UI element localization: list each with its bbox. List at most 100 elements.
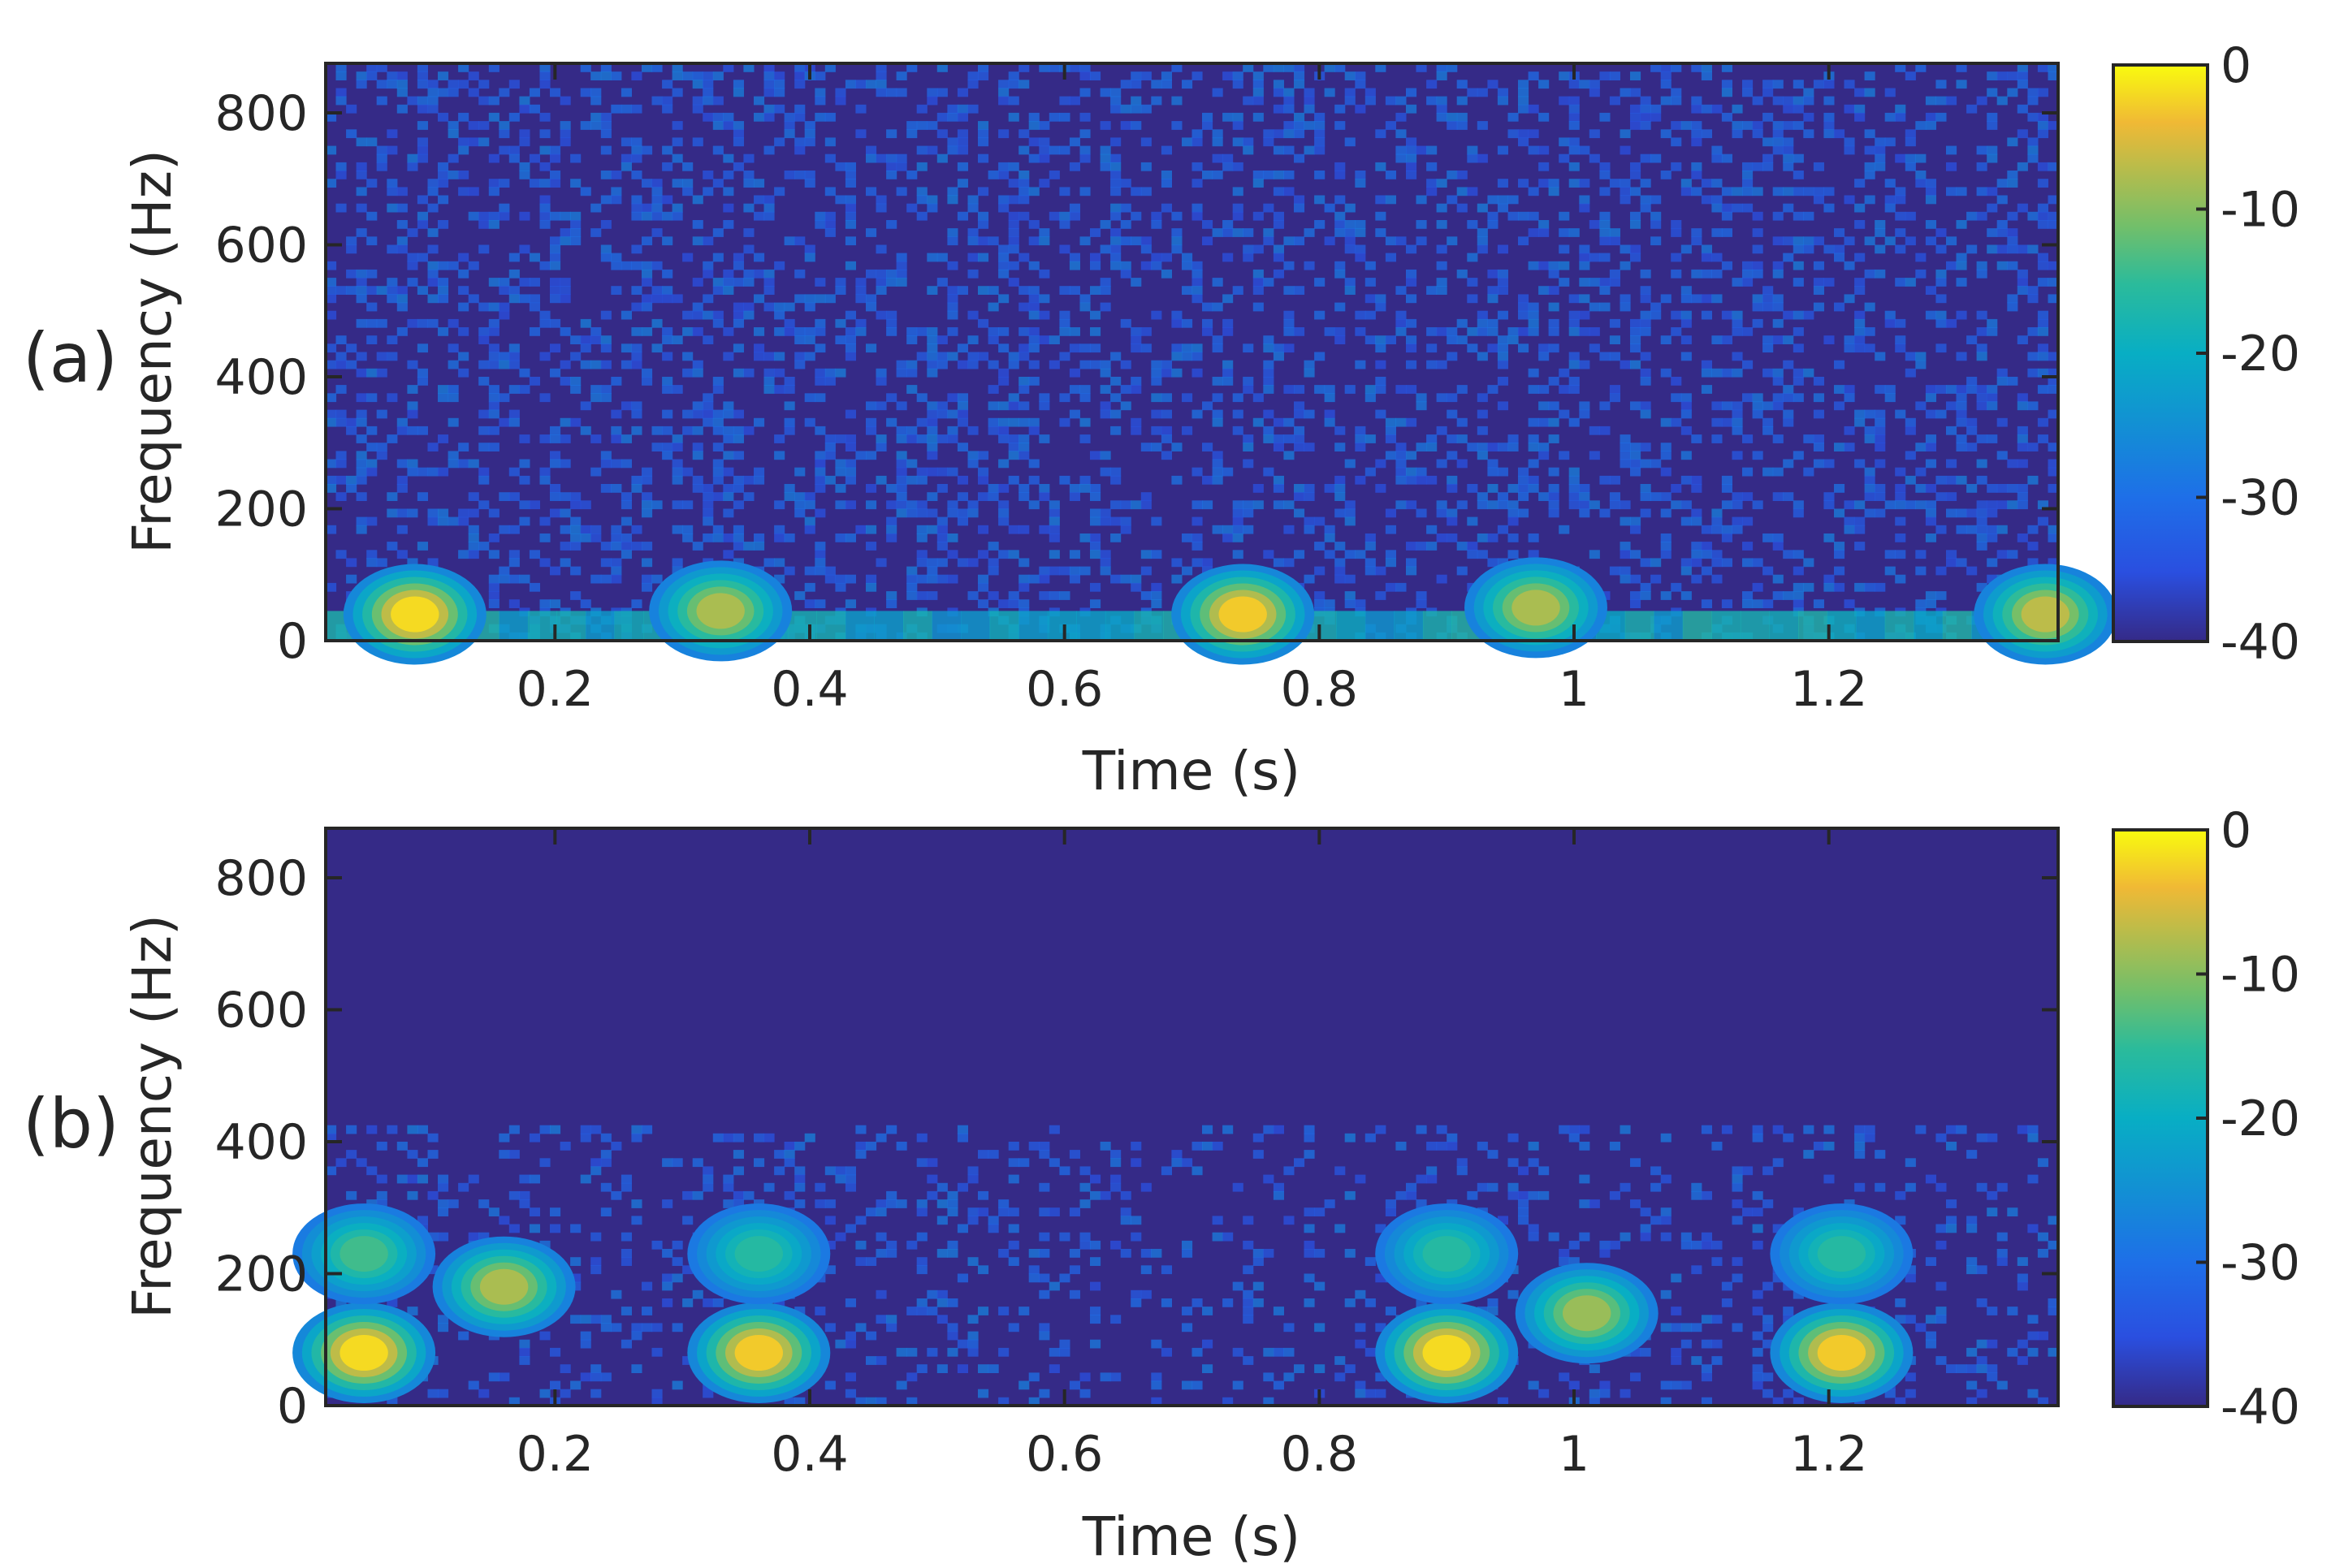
noise-cell xyxy=(1436,425,1447,435)
noise-cell xyxy=(1131,236,1142,246)
noise-cell xyxy=(1079,434,1091,443)
noise-cell xyxy=(692,302,703,312)
baseline-cell xyxy=(1769,611,1799,641)
noise-cell xyxy=(1650,153,1662,163)
noise-cell xyxy=(1987,1372,1998,1382)
noise-cell xyxy=(366,393,378,403)
noise-cell xyxy=(1467,327,1478,336)
noise-cell xyxy=(1416,145,1427,155)
noise-cell xyxy=(529,253,540,262)
noise-cell xyxy=(458,302,469,312)
noise-cell xyxy=(1650,112,1662,122)
noise-cell xyxy=(2007,1347,2018,1357)
noise-cell xyxy=(642,63,653,72)
noise-cell xyxy=(1406,162,1417,171)
noise-cell xyxy=(1263,368,1274,378)
noise-cell xyxy=(600,574,612,584)
noise-cell xyxy=(417,1174,428,1184)
noise-cell xyxy=(1110,1240,1122,1250)
noise-cell xyxy=(1568,467,1580,477)
noise-cell xyxy=(1701,1364,1712,1373)
noise-cell xyxy=(835,574,846,584)
noise-cell xyxy=(1793,96,1804,106)
noise-cell xyxy=(580,1331,591,1341)
noise-cell xyxy=(927,434,938,443)
baseline-cell xyxy=(556,611,586,641)
noise-cell xyxy=(1966,1150,1978,1159)
noise-cell xyxy=(366,236,378,246)
noise-cell xyxy=(1976,1182,1987,1192)
noise-cell xyxy=(998,434,1010,443)
noise-cell xyxy=(1864,236,1875,246)
noise-cell xyxy=(1640,459,1651,469)
noise-cell xyxy=(1875,434,1886,443)
noise-cell xyxy=(1568,1133,1580,1143)
colorbar-a: 0-10-20-30-40 xyxy=(2112,37,2300,671)
noise-cell xyxy=(458,112,469,122)
noise-cell xyxy=(1579,401,1590,411)
noise-cell xyxy=(1875,220,1886,229)
noise-cell xyxy=(1182,261,1193,270)
noise-cell xyxy=(356,187,367,197)
noise-cell xyxy=(1579,500,1590,510)
noise-cell xyxy=(692,368,703,378)
noise-cell xyxy=(672,467,683,477)
noise-cell xyxy=(1854,1150,1866,1159)
noise-cell xyxy=(1028,327,1040,336)
noise-cell xyxy=(855,525,867,534)
noise-cell xyxy=(2037,1397,2048,1406)
noise-cell xyxy=(1069,203,1080,213)
noise-cell xyxy=(600,1158,612,1168)
noise-cell xyxy=(1518,327,1529,336)
noise-cell xyxy=(876,1133,887,1143)
noise-cell xyxy=(1120,385,1131,394)
noise-cell xyxy=(1976,542,1987,551)
noise-cell xyxy=(1263,467,1274,477)
noise-cell xyxy=(1212,129,1223,139)
noise-cell xyxy=(978,525,989,534)
noise-cell xyxy=(1905,1158,1916,1168)
noise-cell xyxy=(936,467,948,477)
noise-cell xyxy=(1018,417,1030,427)
noise-cell xyxy=(1976,310,1987,320)
noise-cell xyxy=(1212,451,1223,460)
noise-cell xyxy=(1314,121,1326,130)
noise-cell xyxy=(1671,393,1682,403)
noise-cell xyxy=(1131,425,1142,435)
noise-cell xyxy=(508,550,520,559)
noise-cell xyxy=(519,1347,530,1357)
noise-cell xyxy=(784,492,795,501)
noise-cell xyxy=(1436,112,1447,122)
noise-cell xyxy=(1059,145,1070,155)
noise-cell xyxy=(499,203,510,213)
noise-cell xyxy=(1935,269,1947,279)
noise-cell xyxy=(2048,1216,2059,1225)
noise-cell xyxy=(600,195,612,205)
noise-cell xyxy=(824,475,836,485)
noise-cell xyxy=(774,104,785,114)
noise-cell xyxy=(936,1199,948,1208)
noise-cell xyxy=(763,1182,775,1192)
noise-cell xyxy=(1589,550,1600,559)
noise-cell xyxy=(1599,278,1611,287)
noise-cell xyxy=(1151,1249,1162,1258)
panel-label-b: (b) xyxy=(23,1084,119,1164)
noise-cell xyxy=(448,385,459,394)
hot-spot-layer xyxy=(1817,1335,1866,1371)
noise-cell xyxy=(896,1380,907,1390)
noise-cell xyxy=(529,1133,540,1143)
noise-cell xyxy=(723,1199,734,1208)
noise-cell xyxy=(723,1174,734,1184)
noise-cell xyxy=(824,220,836,229)
noise-cell xyxy=(723,269,734,279)
noise-cell xyxy=(1752,1331,1763,1341)
noise-cell xyxy=(712,179,724,188)
noise-cell xyxy=(1813,261,1824,270)
noise-cell xyxy=(1589,1364,1600,1373)
noise-cell xyxy=(815,1199,826,1208)
noise-cell xyxy=(947,500,958,510)
noise-cell xyxy=(1823,459,1835,469)
noise-cell xyxy=(815,71,826,80)
noise-cell xyxy=(396,484,408,493)
noise-cell xyxy=(1660,451,1671,460)
